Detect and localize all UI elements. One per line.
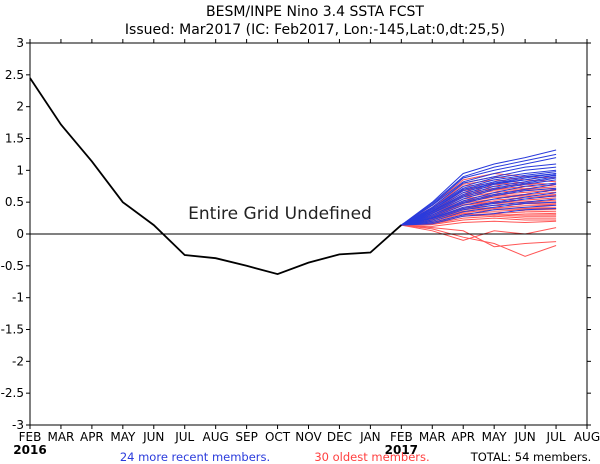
recent-member-line — [401, 149, 557, 226]
grid-undefined-annotation: Entire Grid Undefined — [188, 204, 372, 224]
y-tick-label: 3 — [16, 36, 24, 50]
y-tick-label: 2 — [16, 100, 24, 114]
x-tick-label: AUG — [574, 430, 600, 444]
x-tick-label: AUG — [203, 430, 229, 444]
oldest-members-label: 30 oldest members. — [314, 450, 429, 464]
x-tick-label: OCT — [265, 430, 291, 444]
y-tick-label: -1 — [12, 291, 24, 305]
y-tick-label: -0.5 — [1, 259, 24, 273]
recent-member-line — [401, 183, 557, 226]
y-tick-label: 2.5 — [5, 68, 24, 82]
x-year-label: 2016 — [13, 443, 46, 457]
recent-member-line — [401, 201, 557, 226]
x-tick-label: JUN — [142, 430, 164, 444]
x-tick-label: SEP — [235, 430, 257, 444]
x-tick-label: JUN — [513, 430, 535, 444]
y-axis-ticks: -3 -2.5 -2 -1.5 -1 -0.5 0 0.5 1 1.5 2 2.5 3 — [1, 36, 591, 432]
recent-member-line — [401, 188, 557, 226]
x-tick-label: DEC — [327, 430, 352, 444]
x-tick-label: MAR — [47, 430, 74, 444]
x-tick-label: JUL — [174, 430, 194, 444]
recent-member-line — [401, 173, 557, 226]
recent-member-line — [401, 171, 557, 226]
x-tick-label: MAY — [110, 430, 136, 444]
x-tick-label: APR — [80, 430, 104, 444]
recent-member-line — [401, 195, 557, 226]
y-tick-label: 0.5 — [5, 195, 24, 209]
y-tick-label: 1 — [16, 163, 24, 177]
recent-member-line — [401, 208, 557, 226]
recent-member-line — [401, 179, 557, 226]
x-tick-label: MAR — [419, 430, 446, 444]
y-tick-label: -1.5 — [1, 323, 24, 337]
y-tick-label: 0 — [16, 227, 24, 241]
x-tick-label: NOV — [295, 430, 322, 444]
chart-subtitle: Issued: Mar2017 (IC: Feb2017, Lon:-145,L… — [125, 22, 505, 38]
recent-member-line — [401, 176, 557, 226]
recent-member-line — [401, 187, 557, 226]
recent-members-label: 24 more recent members. — [120, 450, 270, 464]
oldest-member-line — [401, 224, 557, 248]
oldest-member-line — [401, 224, 557, 241]
x-tick-label: JAN — [359, 430, 381, 444]
observed-line — [29, 77, 402, 276]
oldest-member-line — [401, 220, 557, 227]
total-members-label: TOTAL: 54 members. — [470, 450, 592, 464]
y-tick-label: -2.5 — [1, 386, 24, 400]
x-axis-ticks: FEB MAR APR MAY JUN JUL AUG SEP OCT NOV DEC JAN FEB M… — [13, 39, 600, 457]
y-tick-label: -3 — [12, 418, 24, 432]
recent-members-lines — [401, 149, 557, 226]
y-tick-label: -2 — [12, 354, 24, 368]
x-tick-label: APR — [451, 430, 475, 444]
x-tick-label: JUL — [546, 430, 566, 444]
x-tick-label: FEB — [19, 430, 42, 444]
observed-line-group — [29, 77, 402, 276]
x-tick-label: FEB — [390, 430, 413, 444]
y-tick-label: 1.5 — [5, 132, 24, 146]
oldest-member-line — [401, 217, 557, 226]
recent-member-line — [401, 166, 557, 226]
x-year-label: 2017 — [385, 443, 418, 457]
recent-member-line — [401, 153, 557, 226]
recent-member-line — [401, 198, 557, 226]
oldest-member-line — [401, 224, 557, 257]
recent-member-line — [401, 204, 557, 226]
chart-title: BESM/INPE Nino 3.4 SSTA FCST — [206, 4, 424, 20]
x-tick-label: MAY — [482, 430, 508, 444]
recent-member-line — [401, 163, 557, 226]
